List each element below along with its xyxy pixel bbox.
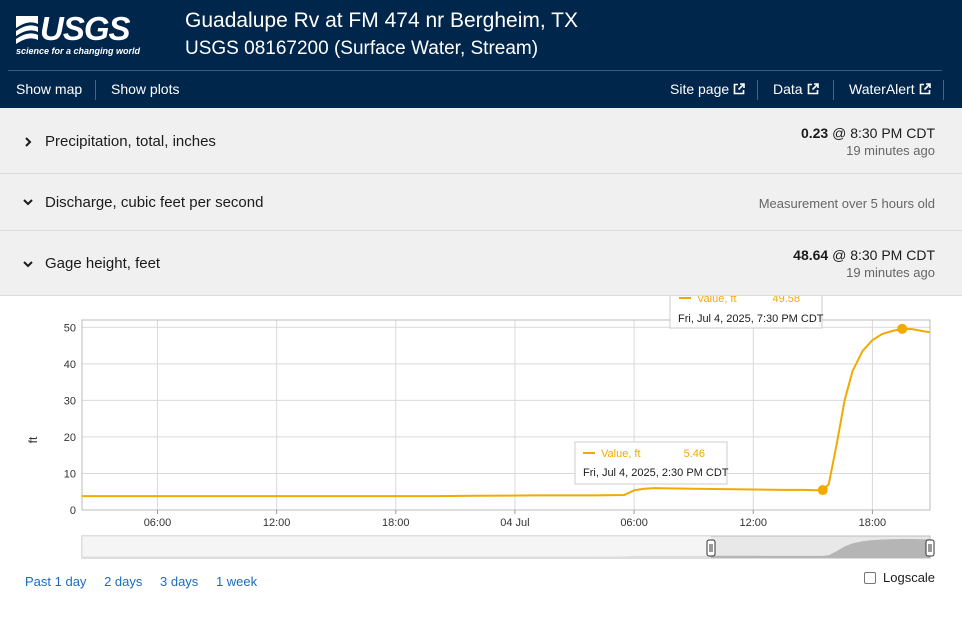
param-age: 19 minutes ago: [846, 143, 935, 158]
y-tick-label: 40: [64, 359, 76, 371]
external-link-icon: [733, 83, 745, 95]
y-axis: 0 10 20 30 40 50: [64, 322, 76, 517]
param-value-number: 48.64: [793, 247, 829, 263]
chart-grid: [82, 320, 930, 511]
param-label: Gage height, feet: [45, 255, 161, 272]
chevron-right-icon: [25, 137, 32, 147]
tooltip-date: Fri, Jul 4, 2025, 7:30 PM CDT: [678, 313, 824, 325]
logscale-label: Logscale: [883, 570, 936, 585]
tooltip-date: Fri, Jul 4, 2025, 2:30 PM CDT: [583, 467, 729, 479]
param-value-time: @ 8:30 PM CDT: [828, 125, 935, 141]
data-label: Data: [773, 81, 803, 97]
external-link-icon: [807, 83, 819, 95]
external-link-icon: [919, 83, 931, 95]
tooltip-low: Value, ft 5.46 Fri, Jul 4, 2025, 2:30 PM…: [574, 441, 729, 485]
tooltip-box: [669, 296, 823, 329]
param-age: 19 minutes ago: [846, 265, 935, 280]
usgs-logo[interactable]: USGS science for a changing world: [16, 10, 141, 58]
y-axis-label: ft: [26, 436, 40, 443]
time-brush[interactable]: [81, 535, 935, 559]
y-tick-label: 20: [64, 432, 76, 444]
param-precipitation[interactable]: Precipitation, total, inches 0.23 @ 8:30…: [0, 108, 962, 174]
range-2-days[interactable]: 2 days: [104, 574, 143, 589]
y-tick-label: 50: [64, 322, 76, 334]
nav-divider: [833, 80, 834, 100]
tooltip-series: Value, ft: [601, 448, 641, 460]
chevron-down-icon: [23, 261, 33, 268]
x-tick-label: 18:00: [382, 517, 410, 529]
brush-handle-right[interactable]: [925, 539, 935, 557]
param-gage-height[interactable]: Gage height, feet 48.64 @ 8:30 PM CDT 19…: [0, 231, 962, 296]
tooltip-series: Value, ft: [697, 296, 737, 305]
param-discharge[interactable]: Discharge, cubic feet per second Measure…: [0, 174, 962, 231]
series-line: [82, 327, 931, 498]
logscale-checkbox[interactable]: [864, 571, 876, 584]
brush-unselected: [82, 536, 711, 558]
data-link[interactable]: Data: [773, 81, 819, 97]
param-note: Measurement over 5 hours old: [758, 196, 935, 211]
usgs-wave-icon: [16, 16, 38, 44]
header-nav: Show map Show plots Site page Data Water…: [0, 72, 962, 108]
site-header: USGS science for a changing world Guadal…: [0, 0, 962, 108]
param-value-number: 0.23: [800, 125, 829, 141]
tooltip-value: 5.46: [684, 448, 705, 460]
logo-wordmark: USGS: [40, 10, 131, 47]
brush-handle-left[interactable]: [706, 539, 716, 557]
x-tick-label: 06:00: [144, 517, 172, 529]
x-tick-label: 18:00: [859, 517, 887, 529]
tooltip-value: 49.58: [772, 296, 800, 305]
tooltip-box: [574, 441, 728, 485]
x-tick-label: 04 Jul: [500, 517, 529, 529]
tooltip-peak: Value, ft 49.58 Fri, Jul 4, 2025, 7:30 P…: [669, 296, 824, 329]
site-page-label: Site page: [670, 81, 730, 97]
gage-height-chart[interactable]: 0 10 20 30 40 50 06:00 12:00 18:00 04 Jul 06:00 12…: [0, 296, 962, 566]
y-tick-label: 0: [70, 505, 76, 517]
range-1-week[interactable]: 1 week: [215, 574, 258, 589]
time-range-links: Past 1 day 2 days 3 days 1 week: [25, 574, 271, 589]
chevron-down-icon: [23, 199, 33, 206]
data-point-marker: [897, 323, 908, 334]
show-map-link[interactable]: Show map: [16, 81, 83, 97]
param-label: Discharge, cubic feet per second: [45, 194, 264, 211]
range-3-days[interactable]: 3 days: [160, 574, 199, 589]
nav-divider: [757, 80, 758, 100]
param-label: Precipitation, total, inches: [45, 133, 216, 150]
y-tick-label: 10: [64, 468, 76, 480]
site-subtitle: USGS 08167200 (Surface Water, Stream): [185, 38, 539, 59]
wateralert-label: WaterAlert: [849, 81, 915, 97]
y-tick-label: 30: [64, 395, 76, 407]
x-axis: 06:00 12:00 18:00 04 Jul 06:00 12:00 18:00: [144, 510, 886, 529]
site-title: Guadalupe Rv at FM 474 nr Bergheim, TX: [185, 9, 578, 32]
wateralert-link[interactable]: WaterAlert: [849, 81, 931, 97]
site-page-link[interactable]: Site page: [670, 81, 745, 97]
param-value: 48.64 @ 8:30 PM CDT: [793, 247, 935, 263]
show-plots-link[interactable]: Show plots: [111, 81, 180, 97]
x-tick-label: 06:00: [620, 517, 648, 529]
data-point-marker: [817, 485, 828, 496]
nav-divider: [943, 80, 944, 100]
header-divider: [8, 70, 942, 71]
logscale-toggle[interactable]: Logscale: [864, 570, 935, 585]
logo-tagline: science for a changing world: [16, 46, 141, 56]
param-value-time: @ 8:30 PM CDT: [828, 247, 935, 263]
x-tick-label: 12:00: [263, 517, 291, 529]
series-markers: [817, 323, 908, 496]
x-tick-label: 12:00: [739, 517, 767, 529]
brush-sparkline: [82, 538, 930, 558]
range-past-1-day[interactable]: Past 1 day: [25, 574, 87, 589]
param-value: 0.23 @ 8:30 PM CDT: [801, 125, 935, 141]
plot-frame: [81, 319, 931, 511]
nav-divider: [95, 80, 96, 100]
